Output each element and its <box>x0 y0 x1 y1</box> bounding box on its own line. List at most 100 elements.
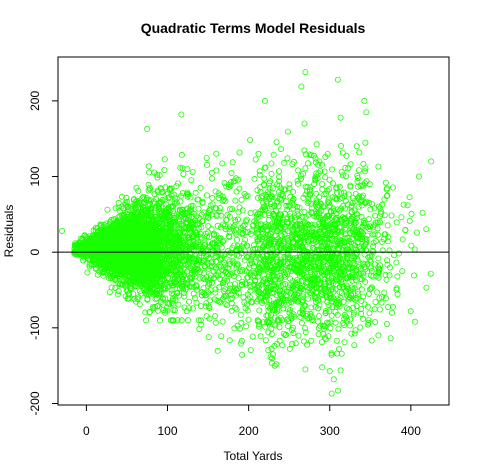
data-point <box>423 226 430 233</box>
data-point <box>88 253 95 260</box>
data-point <box>200 275 207 282</box>
data-point <box>337 367 344 374</box>
data-point <box>154 171 161 178</box>
data-point <box>175 301 182 308</box>
data-point <box>118 271 125 278</box>
data-point <box>243 323 250 330</box>
data-point <box>71 242 78 249</box>
data-point <box>143 317 150 324</box>
data-point <box>238 319 245 326</box>
data-point <box>192 189 199 196</box>
data-point <box>355 167 362 174</box>
data-point <box>147 208 154 215</box>
data-point <box>151 190 158 197</box>
data-point <box>160 226 167 233</box>
data-point <box>207 272 214 279</box>
data-point <box>353 143 360 150</box>
data-point <box>115 288 122 295</box>
data-point <box>122 293 129 300</box>
data-point <box>169 295 176 302</box>
data-point <box>356 149 363 156</box>
data-point <box>145 163 152 170</box>
data-point <box>145 280 152 287</box>
data-point <box>355 203 362 210</box>
data-point <box>268 170 275 177</box>
data-point <box>247 137 254 144</box>
data-point <box>290 330 297 337</box>
data-point <box>335 325 342 332</box>
data-point <box>137 205 144 212</box>
data-point <box>154 303 161 310</box>
data-point <box>235 275 242 282</box>
data-point <box>315 313 322 320</box>
data-point <box>313 141 320 148</box>
data-point <box>161 284 168 291</box>
data-point <box>351 342 358 349</box>
data-point <box>265 347 272 354</box>
data-point <box>266 180 273 187</box>
points-layer <box>59 69 435 397</box>
chart-title: Quadratic Terms Model Residuals <box>141 20 366 36</box>
data-point <box>189 169 196 176</box>
data-point <box>184 193 191 200</box>
data-point <box>233 306 240 313</box>
data-point <box>233 236 240 243</box>
data-point <box>195 317 202 324</box>
data-point <box>275 168 282 175</box>
data-point <box>354 178 361 185</box>
data-point <box>136 199 143 206</box>
data-point <box>184 317 191 324</box>
data-point <box>181 293 188 300</box>
data-point <box>399 236 406 243</box>
data-point <box>112 205 119 212</box>
data-point <box>301 120 308 127</box>
data-point <box>134 221 141 228</box>
data-point <box>162 295 169 302</box>
data-point <box>161 211 168 218</box>
data-point <box>224 302 231 309</box>
data-point <box>97 221 104 228</box>
data-point <box>212 319 219 326</box>
data-point <box>186 298 193 305</box>
data-point <box>112 276 119 283</box>
data-point <box>128 214 135 221</box>
data-point <box>161 214 168 221</box>
data-point <box>152 204 159 211</box>
data-point <box>150 291 157 298</box>
data-point <box>146 169 153 176</box>
data-point <box>408 242 415 249</box>
data-point <box>243 216 250 223</box>
data-point <box>148 214 155 221</box>
data-point <box>359 315 366 322</box>
data-point <box>162 196 169 203</box>
data-point <box>203 192 210 199</box>
data-point <box>247 209 254 216</box>
data-point <box>384 222 391 229</box>
data-point <box>123 286 130 293</box>
data-point <box>395 250 402 257</box>
data-point <box>120 281 127 288</box>
data-point <box>125 218 132 225</box>
data-point <box>154 281 161 288</box>
data-point <box>138 255 145 262</box>
data-point <box>268 160 275 167</box>
data-point <box>155 307 162 314</box>
data-point <box>233 188 240 195</box>
data-point <box>213 167 220 174</box>
data-point <box>188 177 195 184</box>
data-point <box>372 299 379 306</box>
data-point <box>145 187 152 194</box>
data-point <box>115 269 122 276</box>
data-point <box>153 202 160 209</box>
data-point <box>142 289 149 296</box>
data-point <box>181 289 188 296</box>
data-point <box>197 184 204 191</box>
data-point <box>410 272 417 279</box>
data-point <box>115 204 122 211</box>
data-point <box>106 234 113 241</box>
data-point <box>393 259 400 266</box>
data-point <box>141 280 148 287</box>
data-point <box>333 337 340 344</box>
data-point <box>152 259 159 266</box>
